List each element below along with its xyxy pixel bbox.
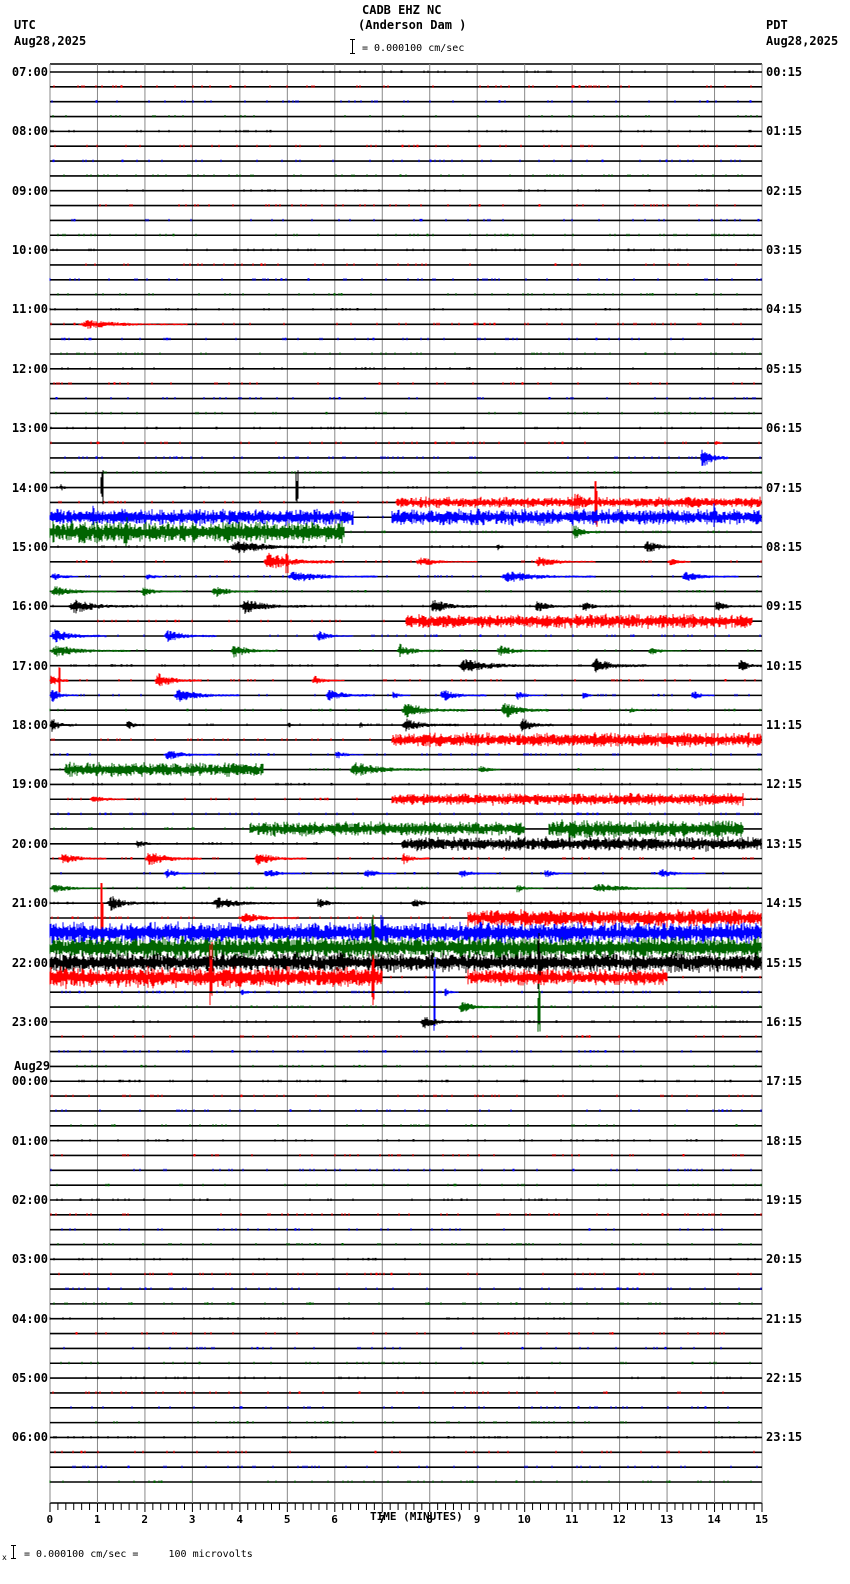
x-tick-label: 3 — [188, 1513, 196, 1526]
pdt-hour-label: 11:15 — [766, 718, 803, 733]
utc-hour-label: 03:00 — [11, 1252, 48, 1267]
station-location: (Anderson Dam ) — [358, 18, 467, 32]
pdt-hour-label: 07:15 — [766, 480, 803, 495]
footer-scale-text: = 0.000100 cm/sec = 100 microvolts — [24, 1549, 253, 1560]
left-date: Aug28,2025 — [14, 34, 87, 48]
x-tick-label: 6 — [331, 1513, 338, 1526]
footer-scale-bar-icon — [11, 1545, 16, 1559]
x-tick-label: 14 — [707, 1513, 721, 1526]
left-timezone: UTC — [14, 18, 36, 32]
utc-hour-label: 10:00 — [11, 243, 48, 258]
pdt-hour-label: 10:15 — [766, 658, 803, 673]
utc-hour-label: 19:00 — [11, 777, 48, 792]
footer-scale-prefix: x — [2, 1553, 7, 1562]
pdt-hour-label: 12:15 — [766, 777, 803, 792]
pdt-hour-label: 00:15 — [766, 65, 803, 79]
utc-hour-label: 04:00 — [11, 1311, 48, 1326]
x-axis-title: TIME (MINUTES) — [370, 1510, 463, 1523]
pdt-hour-label: 06:15 — [766, 421, 803, 436]
pdt-hour-label: 09:15 — [766, 599, 803, 614]
pdt-hour-label: 18:15 — [766, 1133, 803, 1148]
pdt-hour-label: 16:15 — [766, 1014, 803, 1029]
pdt-hour-label: 19:15 — [766, 1192, 803, 1207]
x-tick-label: 11 — [565, 1513, 579, 1526]
utc-hour-label: 01:00 — [11, 1133, 48, 1148]
x-tick-label: 10 — [517, 1513, 531, 1526]
pdt-hour-label: 20:15 — [766, 1252, 803, 1267]
pdt-hour-label: 22:15 — [766, 1371, 803, 1386]
pdt-hour-label: 04:15 — [766, 302, 803, 317]
scale-bar-icon — [350, 39, 355, 54]
pdt-hour-label: 14:15 — [766, 896, 803, 911]
utc-hour-label: 12:00 — [11, 361, 48, 376]
utc-hour-label: 05:00 — [11, 1371, 48, 1386]
utc-hour-label: 15:00 — [11, 539, 48, 554]
utc-hour-label: 02:00 — [11, 1192, 48, 1207]
x-tick-label: 7 — [378, 1513, 386, 1526]
utc-hour-label: 00:00 — [11, 1074, 48, 1089]
pdt-hour-label: 01:15 — [766, 124, 803, 139]
utc-hour-label: 11:00 — [11, 302, 48, 317]
scale-text: = 0.000100 cm/sec — [362, 43, 465, 54]
x-tick-label: 2 — [141, 1513, 149, 1526]
x-tick-label: 9 — [473, 1513, 481, 1526]
x-tick-label: 5 — [283, 1513, 291, 1526]
x-tick-label: 15 — [755, 1513, 769, 1526]
right-timezone: PDT — [766, 18, 788, 32]
station-name: CADB EHZ NC — [362, 3, 442, 17]
pdt-hour-label: 17:15 — [766, 1074, 803, 1089]
pdt-hour-label: 03:15 — [766, 243, 803, 258]
utc-hour-label: 13:00 — [11, 421, 48, 436]
pdt-hour-label: 23:15 — [766, 1430, 803, 1445]
utc-hour-label: 17:00 — [11, 658, 48, 673]
utc-hour-label: 22:00 — [11, 955, 48, 970]
pdt-hour-label: 08:15 — [766, 539, 803, 554]
pdt-hour-label: 21:15 — [766, 1311, 803, 1326]
utc-hour-label: 23:00 — [11, 1014, 48, 1029]
utc-hour-label: 18:00 — [11, 718, 48, 733]
x-tick-label: 12 — [612, 1513, 626, 1526]
utc-hour-label: 09:00 — [11, 183, 48, 198]
x-tick-label: 0 — [46, 1513, 54, 1526]
utc-hour-label: 16:00 — [11, 599, 48, 614]
pdt-hour-label: 13:15 — [766, 836, 803, 851]
pdt-hour-label: 02:15 — [766, 183, 803, 198]
x-tick-label: 13 — [660, 1513, 674, 1526]
pdt-hour-label: 05:15 — [766, 361, 803, 376]
utc-hour-label: 20:00 — [11, 836, 48, 851]
utc-hour-label: 14:00 — [11, 480, 48, 495]
pdt-hour-label: 15:15 — [766, 955, 803, 970]
x-tick-label: 4 — [236, 1513, 243, 1526]
utc-hour-label: 07:00 — [11, 65, 48, 79]
right-date: Aug28,2025 — [766, 34, 839, 48]
x-tick-label: 1 — [93, 1513, 101, 1526]
utc-hour-label: 08:00 — [11, 124, 48, 139]
utc-hour-label: 21:00 — [11, 896, 48, 911]
date-change-label: Aug29 — [14, 1059, 51, 1074]
utc-hour-label: 06:00 — [11, 1430, 48, 1445]
x-tick-label: 8 — [426, 1513, 433, 1526]
